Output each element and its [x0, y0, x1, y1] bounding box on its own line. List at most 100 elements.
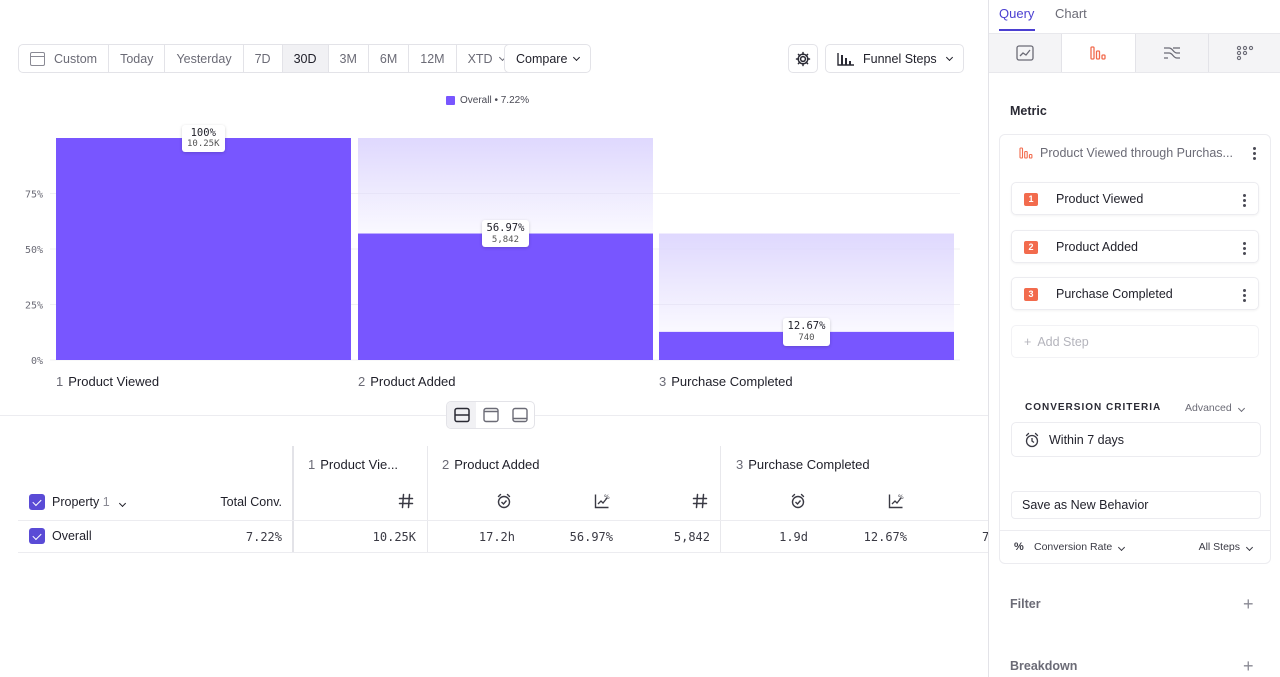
dropoff-region[interactable] [358, 138, 653, 234]
step-menu-icon[interactable] [1243, 194, 1246, 209]
funnel-bar[interactable] [358, 233, 653, 360]
save-as-new-behavior-button[interactable]: Save as New Behavior [1011, 491, 1261, 519]
report-funnels-tab[interactable] [1062, 34, 1136, 72]
date-3m-button[interactable]: 3M [329, 45, 369, 72]
gear-icon [795, 51, 811, 66]
row-step2-time: 17.2h [478, 530, 515, 544]
row-step3-time: 1.9d [779, 530, 808, 544]
chevron-down-icon [118, 499, 126, 508]
metric-section-title: Metric [1010, 104, 1047, 118]
report-type-tabs [989, 33, 1280, 73]
layout-chart-only-button[interactable] [476, 402, 505, 428]
chevron-down-icon [1237, 404, 1245, 413]
dropoff-region[interactable] [659, 233, 954, 332]
tab-chart[interactable]: Chart [1055, 6, 1087, 21]
y-tick-label: 0% [31, 356, 43, 367]
report-insights-tab[interactable] [989, 34, 1063, 72]
filter-section-title[interactable]: Filter [1010, 597, 1041, 611]
step-number-badge: 1 [1024, 193, 1038, 206]
chevron-down-icon [573, 53, 581, 61]
all-steps-dropdown[interactable]: All Steps [1199, 541, 1254, 553]
row-checkbox[interactable] [29, 528, 45, 544]
chart-step-label-1: 1 Product Viewed [56, 374, 160, 389]
step-label: Purchase Completed [1056, 287, 1173, 301]
date-7d-button[interactable]: 7D [244, 45, 283, 72]
funnel-metric-icon [1019, 147, 1033, 159]
conversion-criteria-title: CONVERSION CRITERIA [1025, 402, 1162, 413]
metric-step-3[interactable]: 3 Purchase Completed [1011, 277, 1259, 310]
conversion-window[interactable]: Within 7 days [1011, 422, 1261, 457]
bar-percent: 100% [190, 126, 216, 139]
total-conv-header[interactable]: Total Conv. [220, 495, 282, 509]
line-chart-icon [1016, 45, 1034, 61]
row-step1-count: 10.25K [372, 530, 416, 544]
breakdown-section-title[interactable]: Breakdown [1010, 659, 1078, 673]
layout-table-only-button[interactable] [505, 402, 534, 428]
step-menu-icon[interactable] [1243, 289, 1246, 304]
bar-percent: 12.67% [787, 320, 826, 333]
y-tick-label: 50% [25, 245, 43, 256]
tab-query[interactable]: Query [999, 6, 1035, 21]
property-header[interactable]: Property 1 [52, 495, 126, 509]
settings-button[interactable] [788, 44, 818, 73]
advanced-dropdown[interactable]: Advanced [1185, 402, 1245, 414]
time-to-convert-icon [791, 493, 805, 509]
table-col-divider [720, 446, 721, 552]
chart-step-label-2: 2 Product Added [358, 374, 456, 389]
bar-count: 740 [798, 332, 815, 343]
chart-legend[interactable]: Overall • 7.22% [446, 95, 529, 106]
table-header-step-3[interactable]: 3 Purchase Completed [736, 457, 870, 472]
date-range-group: Custom Today Yesterday 7D 30D 3M 6M 12M … [18, 44, 517, 73]
metric-name[interactable]: Product Viewed through Purchas... [1040, 146, 1233, 160]
chevron-down-icon [1245, 543, 1254, 552]
funnel-chart-icon [837, 52, 854, 66]
metric-card [999, 134, 1271, 564]
step-label: Product Viewed [1056, 192, 1144, 206]
date-yesterday-button[interactable]: Yesterday [165, 45, 244, 72]
row-step3-count: 7 [982, 530, 988, 544]
date-30d-button[interactable]: 30D [282, 45, 329, 72]
bar-percent: 56.97% [486, 222, 525, 235]
table-col-divider [292, 446, 294, 552]
table-header-divider [18, 520, 988, 521]
table-header-step-2[interactable]: 2 Product Added [442, 457, 540, 472]
funnel-bar[interactable] [56, 138, 351, 360]
date-12m-button[interactable]: 12M [409, 45, 457, 72]
date-custom-button[interactable]: Custom [19, 45, 110, 72]
step-label: Product Added [1056, 240, 1139, 254]
bar-value-label: 12.67% 740 [782, 318, 831, 346]
report-flows-tab[interactable] [1136, 34, 1209, 72]
metric-menu-icon[interactable] [1253, 147, 1256, 162]
conversion-rate-dropdown[interactable]: Conversion Rate [1034, 541, 1126, 553]
split-view-icon [453, 407, 470, 423]
date-6m-button[interactable]: 6M [369, 45, 410, 72]
conversion-rate-icon: % [888, 494, 904, 509]
add-filter-plus-icon[interactable]: + [1243, 594, 1254, 614]
count-hash-icon [398, 493, 414, 509]
compare-button[interactable]: Compare [504, 44, 592, 73]
metric-step-1[interactable]: 1 Product Viewed [1011, 182, 1259, 215]
chart-type-button[interactable]: Funnel Steps [825, 44, 964, 73]
bar-value-label: 100% 10.25K [182, 124, 225, 152]
layout-split-button[interactable] [447, 402, 476, 428]
layout-toggle [446, 401, 535, 429]
metric-step-2[interactable]: 2 Product Added [1011, 230, 1259, 263]
select-all-checkbox[interactable] [29, 494, 45, 510]
bar-count: 5,842 [491, 234, 520, 245]
flows-icon [1163, 47, 1180, 59]
report-retention-tab[interactable] [1209, 34, 1280, 72]
table-header-step-1[interactable]: 1 Product Vie... [308, 457, 399, 472]
step-number-badge: 2 [1024, 241, 1038, 254]
add-step-button[interactable]: + Add Step [1011, 325, 1259, 358]
date-today-button[interactable]: Today [109, 45, 166, 72]
step-menu-icon[interactable] [1243, 242, 1246, 257]
percent-icon: % [1014, 541, 1024, 553]
table-col-divider [427, 446, 428, 552]
measurement-row: % Conversion Rate All Steps [1000, 530, 1270, 563]
bar-count: 10.25K [187, 139, 220, 150]
add-breakdown-plus-icon[interactable]: + [1243, 656, 1254, 676]
date-xtd-label: XTD [467, 51, 493, 66]
date-xtd-button[interactable]: XTD [457, 45, 516, 72]
active-tab-indicator [999, 29, 1035, 31]
date-custom-label: Custom [54, 51, 98, 66]
